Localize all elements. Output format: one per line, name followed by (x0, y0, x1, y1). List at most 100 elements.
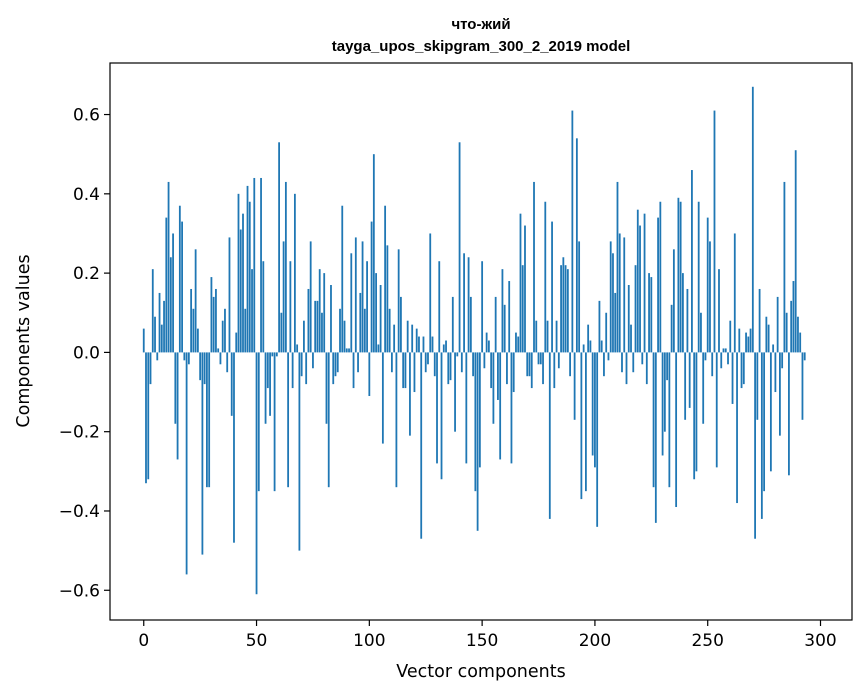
x-axis-label: Vector components (396, 662, 565, 682)
bar (199, 352, 202, 381)
x-tick-label: 300 (804, 631, 836, 651)
bar (713, 110, 716, 353)
bar (269, 352, 271, 416)
bar (357, 352, 359, 373)
bar (451, 296, 454, 353)
bar (738, 328, 741, 353)
bar (684, 352, 687, 420)
bar (691, 170, 693, 353)
bar (654, 352, 657, 523)
bar (745, 332, 747, 353)
bar (515, 332, 517, 353)
x-tick-label: 150 (466, 631, 498, 651)
bar (271, 352, 274, 357)
x-tick-label: 200 (579, 631, 611, 651)
bar (722, 348, 725, 353)
bar (623, 237, 626, 353)
bar (361, 241, 364, 353)
bar (433, 352, 436, 377)
bar (733, 233, 736, 353)
bar (275, 352, 278, 357)
bar (799, 332, 802, 353)
bar (307, 288, 310, 353)
bar (224, 308, 226, 353)
bar (312, 352, 314, 369)
bar (564, 265, 567, 353)
bar (679, 201, 682, 353)
bar (298, 352, 301, 551)
bar (323, 273, 326, 353)
bar (208, 352, 211, 488)
bar (303, 320, 305, 353)
bar (343, 320, 346, 353)
bar (596, 352, 599, 527)
bar (677, 197, 680, 353)
bar (291, 352, 294, 389)
bar (648, 273, 650, 353)
bar (521, 265, 524, 353)
bar (566, 269, 569, 353)
bar (375, 273, 377, 353)
bar (557, 352, 560, 369)
bar (172, 233, 174, 353)
bar (185, 352, 188, 575)
bar (582, 344, 585, 353)
bar (535, 320, 538, 353)
bar (246, 185, 249, 353)
bar (402, 352, 405, 389)
bar (239, 229, 242, 353)
bar (388, 308, 391, 353)
bar (763, 352, 766, 492)
bar (176, 352, 179, 460)
bar (731, 352, 734, 404)
bar (341, 205, 344, 353)
bar (178, 205, 181, 353)
bar (627, 285, 630, 353)
bar (560, 265, 562, 353)
bar (555, 320, 558, 353)
bar (280, 312, 283, 353)
bar (309, 241, 312, 353)
bar (440, 352, 443, 480)
bar (573, 352, 576, 420)
bar (393, 324, 396, 353)
chart-title-line2: tayga_upos_skipgram_300_2_2019 model (332, 38, 631, 55)
bar (499, 352, 502, 460)
bar (758, 288, 761, 353)
bar (251, 269, 253, 353)
bar (792, 281, 795, 353)
bar (160, 324, 163, 353)
bar (418, 336, 420, 353)
bar (801, 352, 804, 420)
bar (503, 304, 506, 353)
bar (641, 352, 644, 365)
bar (409, 352, 411, 436)
bar (625, 352, 628, 385)
bar (449, 352, 452, 381)
bar (618, 233, 621, 353)
bar (368, 352, 371, 397)
bar (400, 296, 402, 353)
bar (490, 352, 493, 389)
bar (517, 336, 520, 353)
bar (506, 352, 508, 385)
bar (467, 257, 470, 353)
bar (749, 328, 752, 353)
bar (621, 352, 623, 373)
bar (548, 352, 551, 519)
bar (350, 253, 353, 353)
bar (740, 352, 743, 389)
plot-frame (109, 62, 853, 621)
bar (278, 142, 280, 353)
bar (154, 316, 156, 353)
bar (487, 340, 490, 353)
y-tick-label: −0.6 (59, 581, 100, 601)
bar (273, 352, 276, 492)
bar (600, 340, 603, 353)
bar (562, 257, 565, 353)
bar (589, 340, 592, 353)
bar (237, 193, 240, 353)
bar (790, 300, 793, 353)
bar (510, 352, 513, 464)
bar (530, 352, 533, 389)
